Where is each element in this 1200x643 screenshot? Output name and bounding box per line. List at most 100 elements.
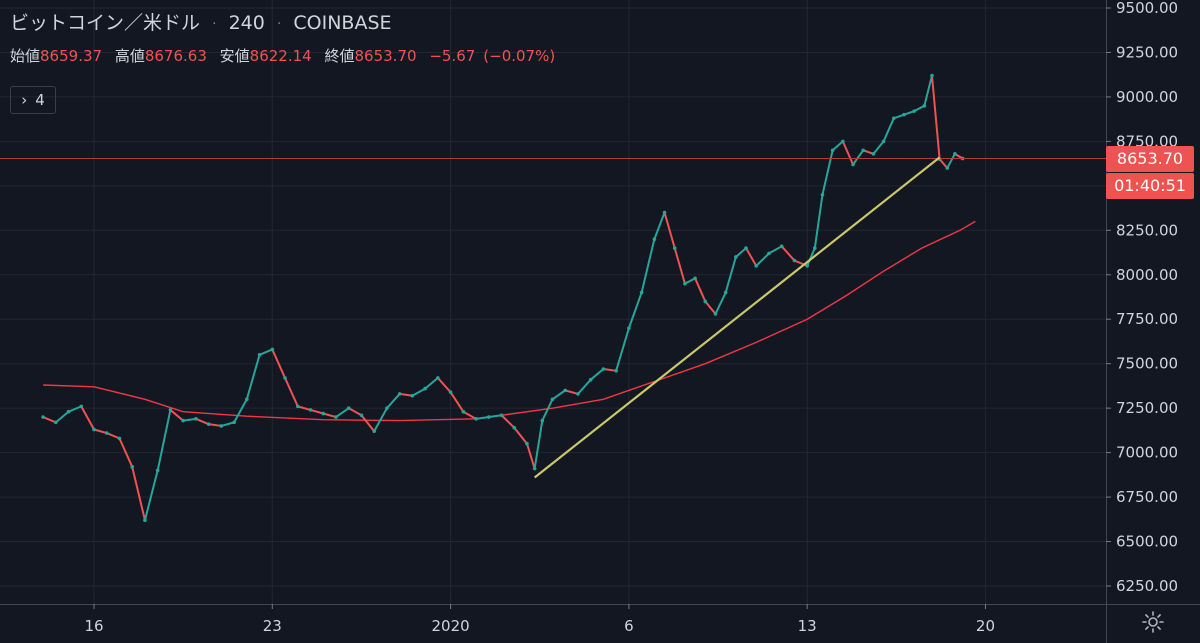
price-point xyxy=(423,386,427,391)
time-tick-label: 16 xyxy=(84,617,103,635)
price-point xyxy=(693,276,697,281)
time-tick-label: 6 xyxy=(624,617,634,635)
price-segment xyxy=(551,389,566,401)
price-segment xyxy=(488,414,502,419)
separator-dot: · xyxy=(276,15,282,32)
ma-polyline xyxy=(43,220,976,422)
low-label: 安値 xyxy=(219,47,250,65)
price-point xyxy=(540,418,545,423)
indicators-toggle-button[interactable]: › 4 xyxy=(10,86,56,114)
price-point xyxy=(448,390,453,394)
price-point xyxy=(767,251,771,256)
price-segment xyxy=(724,256,737,293)
price-segment xyxy=(694,277,707,302)
price-segment xyxy=(806,247,816,267)
price-point xyxy=(245,397,249,402)
price-point xyxy=(576,392,580,396)
price-segment xyxy=(946,153,956,169)
price-segment xyxy=(284,377,299,407)
price-series xyxy=(0,73,1106,522)
price-tick-label: 9250.00 xyxy=(1116,43,1178,61)
close-value: 8653.70 xyxy=(354,47,417,65)
price-segment xyxy=(526,443,536,469)
grid-lines xyxy=(0,0,1106,604)
price-point xyxy=(79,404,84,409)
price-segment xyxy=(348,407,362,417)
gear-icon[interactable] xyxy=(1141,610,1165,634)
price-point xyxy=(66,409,71,414)
price-tick-label: 9000.00 xyxy=(1116,88,1178,106)
price-point xyxy=(639,290,644,295)
price-segment xyxy=(821,150,834,195)
symbol-title: ビットコイン／米ドル · 240 · COINBASE xyxy=(10,8,563,35)
price-point xyxy=(881,139,886,144)
price-point xyxy=(779,244,784,249)
price-tick-label: 8000.00 xyxy=(1116,266,1178,284)
open-label: 始値 xyxy=(10,47,41,65)
price-segment xyxy=(68,405,82,413)
price-point xyxy=(499,413,504,418)
price-point xyxy=(321,411,326,416)
price-point xyxy=(820,192,825,197)
price-point xyxy=(891,116,896,121)
price-tick-label: 6750.00 xyxy=(1116,488,1178,506)
price-point xyxy=(734,255,738,259)
price-segment xyxy=(938,158,949,169)
price-segment xyxy=(714,292,727,315)
price-point xyxy=(270,347,275,352)
high-value: 8676.63 xyxy=(144,47,207,65)
price-segment xyxy=(297,405,311,411)
exchange-label: COINBASE xyxy=(293,12,392,34)
price-point xyxy=(754,264,759,268)
price-point xyxy=(168,408,173,412)
price-point xyxy=(410,393,415,398)
price-point xyxy=(851,162,855,167)
price-segment xyxy=(780,245,796,262)
time-tick-label: 2020 xyxy=(431,617,469,635)
price-point xyxy=(550,397,555,402)
price-point xyxy=(953,152,957,156)
price-point xyxy=(334,415,338,419)
separator-dot: · xyxy=(212,15,217,32)
price-point xyxy=(397,392,402,396)
price-point xyxy=(461,409,466,414)
price-segment xyxy=(373,407,388,432)
price-segment xyxy=(768,245,783,255)
price-segment xyxy=(704,300,717,315)
price-point xyxy=(713,312,718,316)
price-point xyxy=(841,139,845,144)
price-point xyxy=(308,408,313,412)
time-axis[interactable]: 16 23 2020 6 13 20 xyxy=(0,604,1200,635)
price-point xyxy=(912,109,916,113)
price-segment xyxy=(80,405,95,430)
price-segment xyxy=(271,349,286,379)
price-point xyxy=(232,420,236,425)
price-segment xyxy=(813,194,824,249)
price-point xyxy=(117,436,122,441)
price-point xyxy=(662,210,667,215)
moving-average-line xyxy=(43,220,976,422)
price-tick-label: 9500.00 xyxy=(1116,0,1178,17)
price-segment xyxy=(882,117,895,142)
price-tick-label: 8250.00 xyxy=(1116,221,1178,239)
price-segment xyxy=(424,377,439,390)
price-point xyxy=(143,518,147,522)
trendline[interactable] xyxy=(533,156,941,479)
price-segment xyxy=(745,247,758,267)
price-point xyxy=(805,264,809,268)
price-segment xyxy=(183,417,197,422)
price-point xyxy=(194,417,198,421)
price-segment xyxy=(208,423,222,427)
price-segment xyxy=(93,428,108,435)
price-segment xyxy=(169,409,184,422)
price-segment xyxy=(513,427,528,445)
price-segment xyxy=(640,238,656,293)
price-segment xyxy=(437,377,452,393)
indicator-count: 4 xyxy=(35,91,45,109)
price-point xyxy=(219,424,224,428)
price-segment xyxy=(577,379,592,395)
price-point xyxy=(53,420,58,425)
price-axis[interactable]: 9500.009250.009000.008750.008500.008250.… xyxy=(1106,0,1178,643)
price-segment xyxy=(663,212,676,249)
